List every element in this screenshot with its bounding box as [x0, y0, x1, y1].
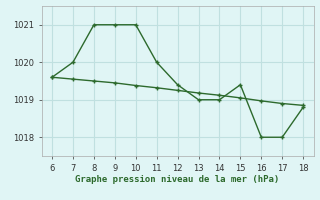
X-axis label: Graphe pression niveau de la mer (hPa): Graphe pression niveau de la mer (hPa)	[76, 175, 280, 184]
